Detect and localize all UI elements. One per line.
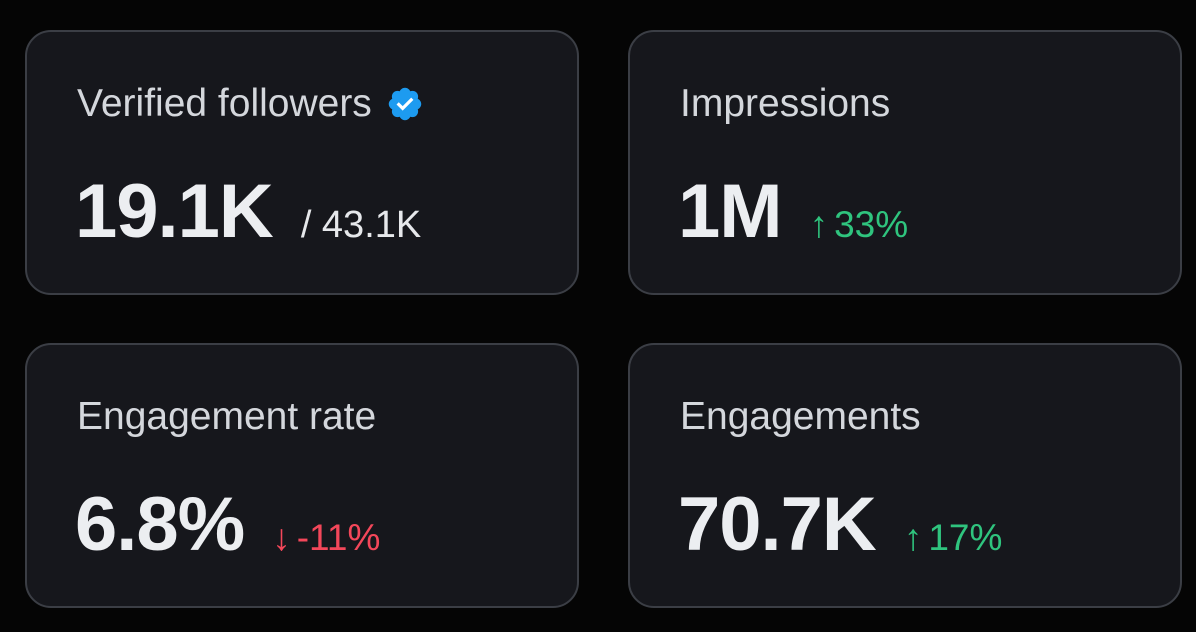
card-title: Engagement rate [77,395,376,439]
metric-change: ↑ 33% [810,204,909,246]
card-title-text: Engagement rate [77,395,377,438]
card-title: Verified followers [77,82,424,126]
arrow-down-icon: ↓ [272,517,291,558]
arrow-up-icon: ↑ [903,517,923,558]
impressions-card[interactable]: Impressions 1M ↑ 33% [628,30,1182,295]
change-percent: 33% [834,204,909,245]
engagements-card[interactable]: Engagements 70.7K ↑ 17% [628,343,1182,608]
metric-value: 6.8% [75,482,245,567]
card-title: Engagements [680,395,921,439]
card-title-text: Impressions [680,82,891,125]
value-row: 19.1K / 43.1K [75,172,421,252]
verified-followers-card[interactable]: Verified followers 19.1K / 43.1K [25,30,579,295]
value-row: 1M ↑ 33% [678,172,908,252]
verified-badge-icon [386,85,424,123]
metric-value: 1M [678,169,783,254]
card-title-text: Verified followers [77,82,372,125]
metric-change: ↓ -11% [272,517,380,559]
metric-value: 70.7K [678,482,877,567]
metric-value: 19.1K [75,169,274,254]
value-row: 70.7K ↑ 17% [678,485,1002,565]
card-title-text: Engagements [680,395,921,438]
metric-total: / 43.1K [300,204,422,246]
engagement-rate-card[interactable]: Engagement rate 6.8% ↓ -11% [25,343,579,608]
value-row: 6.8% ↓ -11% [75,485,380,565]
metric-change: ↑ 17% [904,517,1003,559]
change-percent: 17% [928,517,1003,558]
arrow-up-icon: ↑ [809,204,829,245]
card-title: Impressions [680,82,890,126]
change-percent: -11% [296,517,381,558]
